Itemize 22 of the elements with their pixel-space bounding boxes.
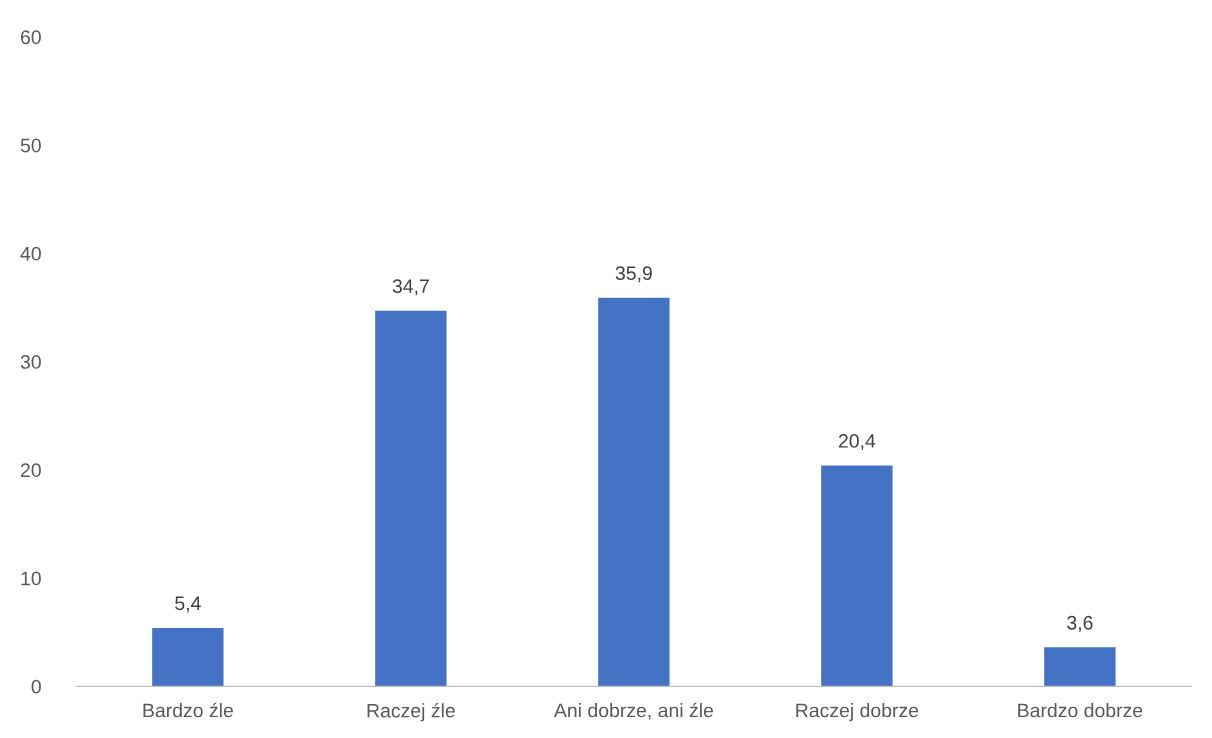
y-tick-label: 30	[20, 355, 41, 369]
bar	[1044, 647, 1116, 687]
x-tick-label: Ani dobrze, ani źle	[553, 702, 713, 720]
data-label: 3,6	[1067, 615, 1093, 632]
y-tick-label: 60	[21, 30, 41, 45]
data-label: 20,4	[838, 434, 876, 451]
data-label: 35,9	[615, 266, 652, 283]
bar	[598, 297, 670, 687]
bar	[152, 627, 224, 687]
y-tick-label: 10	[21, 571, 41, 586]
y-tick-label: 0	[31, 679, 41, 694]
y-tick-label: 40	[20, 246, 41, 261]
x-tick-label: Raczej dobrze	[796, 703, 919, 722]
x-tick-label: Bardzo źle	[143, 702, 233, 718]
data-label: 34,7	[392, 279, 429, 296]
y-tick-label: 20	[20, 463, 41, 478]
y-tick-label: 50	[20, 138, 41, 153]
x-tick-label: Raczej źle	[367, 703, 455, 722]
bar	[375, 310, 447, 687]
bar	[821, 465, 893, 687]
x-tick-label: Bardzo dobrze	[1018, 703, 1143, 718]
data-label: 5,4	[175, 596, 201, 613]
